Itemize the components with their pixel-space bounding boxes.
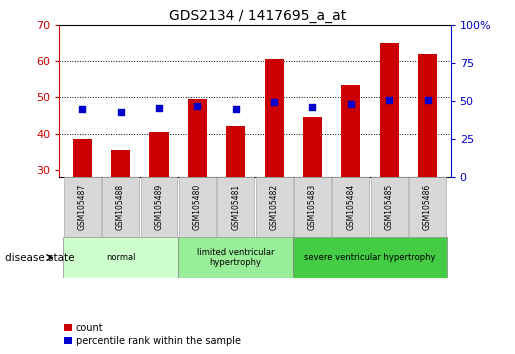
Point [116,109,125,114]
Bar [380,43,399,177]
Text: disease state: disease state [5,252,75,263]
Point [193,103,201,109]
Text: normal: normal [106,253,135,262]
Point [423,97,432,103]
FancyBboxPatch shape [333,177,369,237]
Text: GSM105488: GSM105488 [116,184,125,230]
Bar [188,99,207,177]
FancyBboxPatch shape [294,237,447,278]
FancyBboxPatch shape [255,177,293,237]
Text: GSM105480: GSM105480 [193,184,202,230]
Bar [303,117,322,177]
Bar [149,132,168,177]
Text: GSM105487: GSM105487 [78,184,87,230]
Point [347,101,355,107]
Bar [341,85,360,177]
Text: GSM105483: GSM105483 [308,184,317,230]
Text: GSM105486: GSM105486 [423,184,432,230]
FancyBboxPatch shape [178,237,294,278]
Point [270,99,278,104]
FancyBboxPatch shape [141,177,177,237]
Text: GSM105489: GSM105489 [154,184,163,230]
Point [385,97,393,103]
Point [232,107,240,112]
FancyBboxPatch shape [64,177,100,237]
Text: GSM105481: GSM105481 [231,184,240,230]
Legend: count, percentile rank within the sample: count, percentile rank within the sample [64,323,241,346]
FancyBboxPatch shape [294,177,331,237]
FancyBboxPatch shape [409,177,446,237]
FancyBboxPatch shape [217,177,254,237]
FancyBboxPatch shape [371,177,408,237]
Text: GSM105484: GSM105484 [347,184,355,230]
Text: GSM105485: GSM105485 [385,184,394,230]
Bar [418,54,437,177]
FancyBboxPatch shape [179,177,216,237]
Bar [111,150,130,177]
Text: limited ventricular
hypertrophy: limited ventricular hypertrophy [197,248,274,267]
Bar [226,126,245,177]
Text: severe ventricular hypertrophy: severe ventricular hypertrophy [304,253,436,262]
FancyBboxPatch shape [102,177,139,237]
Bar [265,59,284,177]
Text: GDS2134 / 1417695_a_at: GDS2134 / 1417695_a_at [169,9,346,23]
Point [155,105,163,110]
Point [308,104,317,110]
FancyBboxPatch shape [63,237,178,278]
Bar [73,139,92,177]
Point [78,105,87,111]
Text: GSM105482: GSM105482 [270,184,279,230]
